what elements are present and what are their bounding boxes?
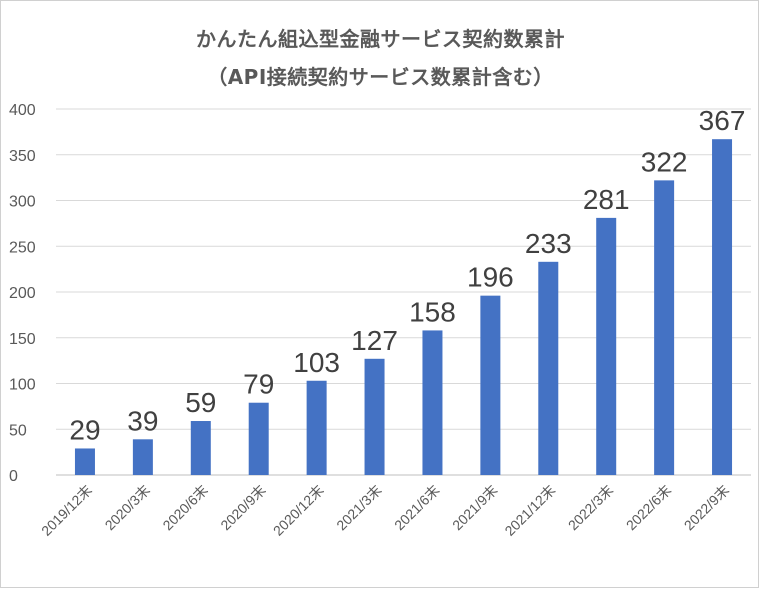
bar xyxy=(306,380,327,475)
x-tick-label: 2020/3末 xyxy=(101,482,152,533)
bar xyxy=(712,139,733,475)
x-tick-label: 2021/9末 xyxy=(449,482,500,533)
bar xyxy=(538,261,559,475)
x-tick-label: 2020/9末 xyxy=(217,482,268,533)
y-tick-label: 100 xyxy=(9,377,36,394)
x-tick-label: 2020/12末 xyxy=(270,482,327,539)
y-tick-label: 0 xyxy=(9,468,18,485)
x-tick-label: 2022/3末 xyxy=(565,482,616,533)
bar xyxy=(422,330,443,475)
chart-subtitle: （API接続契約サービス数累計含む） xyxy=(207,65,554,89)
y-tick-label: 150 xyxy=(9,331,36,348)
bar xyxy=(596,217,617,475)
data-label: 79 xyxy=(243,369,274,400)
data-label: 127 xyxy=(351,325,398,356)
data-label: 158 xyxy=(409,296,456,327)
chart-title: かんたん組込型金融サービス契約数累計 xyxy=(196,27,565,51)
y-tick-label: 200 xyxy=(9,285,36,302)
y-tick-label: 50 xyxy=(9,422,27,439)
data-label: 281 xyxy=(583,184,630,215)
data-label: 103 xyxy=(293,347,340,378)
bar xyxy=(132,439,153,475)
y-tick-label: 400 xyxy=(9,102,36,119)
data-label: 59 xyxy=(185,387,216,418)
bar xyxy=(190,421,211,475)
data-label: 39 xyxy=(127,405,158,436)
bar xyxy=(248,402,269,475)
x-tick-label: 2021/12末 xyxy=(501,482,558,539)
bar xyxy=(364,358,385,475)
data-label: 196 xyxy=(467,262,514,293)
x-tick-label: 2021/6末 xyxy=(391,482,442,533)
bar xyxy=(480,295,501,475)
x-tick-label: 2021/3末 xyxy=(333,482,384,533)
y-tick-label: 300 xyxy=(9,194,36,211)
data-label: 367 xyxy=(699,105,746,136)
data-label: 233 xyxy=(525,228,572,259)
x-tick-label: 2019/12末 xyxy=(38,482,95,539)
y-tick-label: 250 xyxy=(9,239,36,256)
data-label: 29 xyxy=(69,414,100,445)
y-tick-label: 350 xyxy=(9,148,36,165)
x-tick-label: 2020/6末 xyxy=(159,482,210,533)
bar xyxy=(74,448,95,475)
x-tick-label: 2022/6末 xyxy=(623,482,674,533)
bar xyxy=(654,180,675,475)
x-tick-label: 2022/9末 xyxy=(681,482,732,533)
data-label: 322 xyxy=(641,146,688,177)
